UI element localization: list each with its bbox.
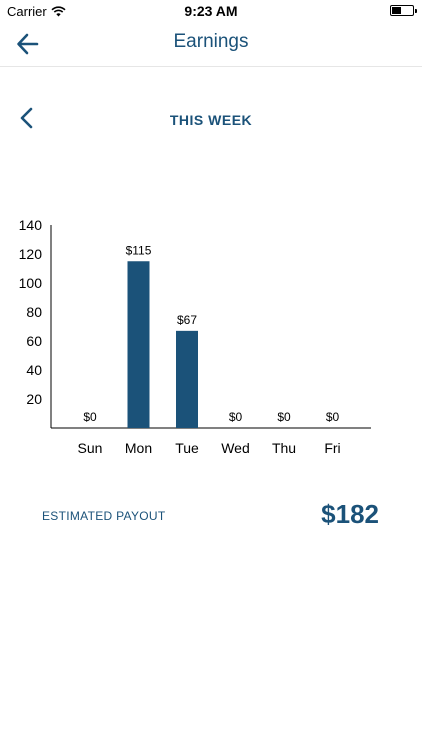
bar-value-label: $0	[326, 410, 340, 424]
y-tick-label: 120	[19, 246, 43, 262]
navigation-bar: Earnings	[0, 22, 422, 67]
x-tick-label: Mon	[125, 440, 152, 456]
y-tick-label: 100	[19, 275, 43, 291]
previous-week-button[interactable]	[16, 106, 40, 130]
chart-bar	[127, 261, 150, 428]
bar-value-label: $67	[177, 313, 197, 327]
bar-value-label: $0	[277, 410, 291, 424]
payout-summary: ESTIMATED PAYOUT $182	[0, 495, 422, 539]
bar-value-label: $0	[83, 410, 97, 424]
y-tick-label: 40	[26, 362, 42, 378]
period-title: THIS WEEK	[169, 112, 253, 128]
back-button[interactable]	[14, 30, 42, 58]
x-tick-label: Thu	[272, 440, 296, 456]
carrier-label: Carrier	[7, 4, 47, 19]
period-header: THIS WEEK	[0, 100, 422, 136]
x-tick-label: Wed	[221, 440, 250, 456]
status-bar: Carrier 9:23 AM	[0, 0, 422, 22]
arrow-left-icon	[17, 33, 39, 55]
bar-value-label: $0	[229, 410, 243, 424]
earnings-bar-chart: 20 40 60 80 100 120 140 $0 Sun $115 Mon $67 Tue $0 Wed…	[19, 217, 371, 456]
x-tick-label: Sun	[78, 440, 103, 456]
y-tick-label: 80	[26, 304, 42, 320]
chart-bar	[176, 330, 198, 428]
page-title: Earnings	[173, 31, 249, 52]
status-time: 9:23 AM	[184, 3, 238, 19]
y-tick-label: 140	[19, 217, 43, 233]
carrier-indicator: Carrier	[7, 4, 66, 19]
wifi-icon	[51, 6, 66, 17]
payout-label: ESTIMATED PAYOUT	[42, 509, 166, 523]
earnings-chart: 20 40 60 80 100 120 140 $0 Sun $115 Mon $67 Tue $0 Wed…	[0, 210, 422, 470]
y-tick-label: 20	[26, 391, 42, 407]
bar-value-label: $115	[126, 243, 152, 257]
x-tick-label: Tue	[175, 440, 199, 456]
chevron-left-icon	[20, 107, 33, 129]
payout-amount: $182	[321, 499, 379, 529]
battery-icon	[390, 5, 417, 16]
x-tick-label: Fri	[324, 440, 340, 456]
y-tick-label: 60	[26, 333, 42, 349]
